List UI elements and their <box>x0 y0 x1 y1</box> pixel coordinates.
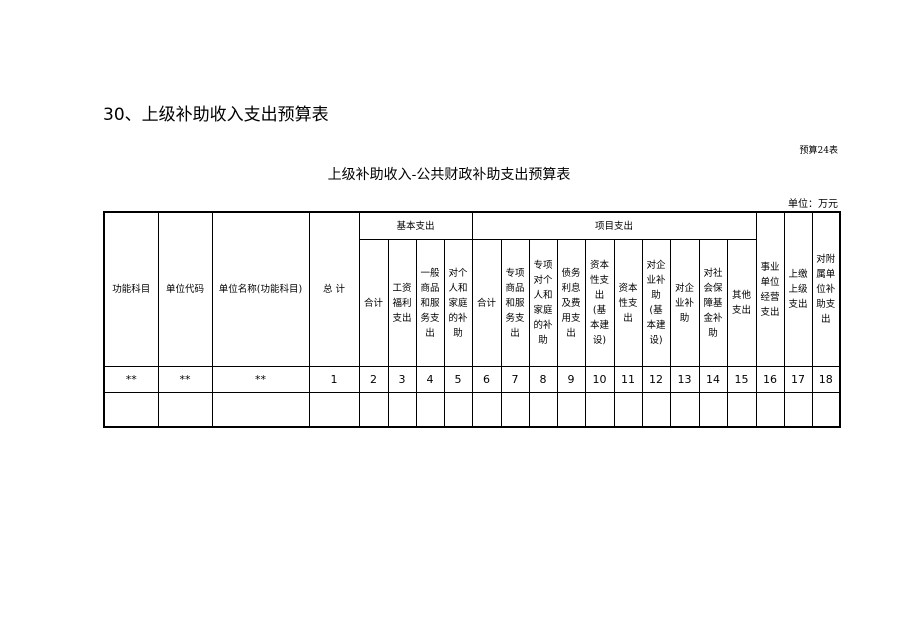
empty-cell <box>415 392 445 428</box>
header-project-col: 债务 利息 及费 用支 出 <box>556 239 586 367</box>
header-project-col: 其他 支出 <box>726 239 757 367</box>
header-project-col: 合计 <box>471 239 502 367</box>
number-cell: ** <box>103 366 159 393</box>
number-cell: 13 <box>669 366 700 393</box>
header-project: 项目支出 <box>471 211 757 240</box>
number-cell: 8 <box>528 366 558 393</box>
empty-cell <box>471 392 502 428</box>
empty-cell <box>584 392 615 428</box>
header-basic-col: 工资 福利 支出 <box>387 239 417 367</box>
empty-cell <box>698 392 728 428</box>
header-basic-col: 一般 商品 和服 务支 出 <box>415 239 445 367</box>
empty-cell <box>103 392 159 428</box>
header-project-col: 对企 业补 助 (基 本建 设) <box>641 239 671 367</box>
budget-table: 功能科目 单位代码 单位名称(功能科目) 总 计 基本支出 项目支出 事业 单位… <box>103 211 841 428</box>
empty-cell <box>500 392 530 428</box>
empty-cell <box>358 392 389 428</box>
header-func: 功能科目 <box>103 211 159 367</box>
header-project-col: 对企 业补 助 <box>669 239 700 367</box>
header-name: 单位名称(功能科目) <box>211 211 310 367</box>
empty-cell <box>641 392 671 428</box>
empty-cell <box>811 392 841 428</box>
unit-label: 单位：万元 <box>788 199 838 210</box>
number-cell: 9 <box>556 366 586 393</box>
number-cell: 7 <box>500 366 530 393</box>
header-project-col: 资本 性支 出 (基 本建 设) <box>584 239 615 367</box>
empty-cell <box>308 392 360 428</box>
empty-cell <box>528 392 558 428</box>
header-basic-col: 对个 人和 家庭 的补 助 <box>443 239 473 367</box>
table-title: 上级补助收入-公共财政补助支出预算表 <box>327 167 571 183</box>
number-cell: 3 <box>387 366 417 393</box>
header-upper: 上缴 上级 支出 <box>783 211 813 367</box>
empty-cell <box>211 392 310 428</box>
empty-cell <box>783 392 813 428</box>
empty-cell <box>726 392 757 428</box>
empty-cell <box>669 392 700 428</box>
number-cell: 14 <box>698 366 728 393</box>
empty-cell <box>157 392 213 428</box>
header-project-col: 专项 商品 和服 务支 出 <box>500 239 530 367</box>
empty-cell <box>613 392 643 428</box>
number-cell: 1 <box>308 366 360 393</box>
number-cell: 16 <box>755 366 785 393</box>
empty-cell <box>755 392 785 428</box>
number-cell: 18 <box>811 366 841 393</box>
number-cell: 6 <box>471 366 502 393</box>
number-cell: 4 <box>415 366 445 393</box>
header-project-col: 对社 会保 障基 金补 助 <box>698 239 728 367</box>
form-number: 预算24表 <box>799 146 838 156</box>
number-cell: 12 <box>641 366 671 393</box>
number-cell: 10 <box>584 366 615 393</box>
number-cell: 11 <box>613 366 643 393</box>
header-code: 单位代码 <box>157 211 213 367</box>
header-biz: 事业 单位 经营 支出 <box>755 211 785 367</box>
number-cell: ** <box>211 366 310 393</box>
header-basic: 基本支出 <box>358 211 473 240</box>
header-basic-col: 合计 <box>358 239 389 367</box>
number-cell: 5 <box>443 366 473 393</box>
number-cell: 15 <box>726 366 757 393</box>
header-sub: 对附 属单 位补 助支 出 <box>811 211 841 367</box>
header-project-col: 资本 性支 出 <box>613 239 643 367</box>
empty-cell <box>443 392 473 428</box>
number-cell: ** <box>157 366 213 393</box>
number-cell: 17 <box>783 366 813 393</box>
header-project-col: 专项 对个 人和 家庭 的补 助 <box>528 239 558 367</box>
page-title: 30、上级补助收入支出预算表 <box>103 105 329 125</box>
empty-cell <box>387 392 417 428</box>
empty-cell <box>556 392 586 428</box>
header-total: 总 计 <box>308 211 360 367</box>
number-cell: 2 <box>358 366 389 393</box>
